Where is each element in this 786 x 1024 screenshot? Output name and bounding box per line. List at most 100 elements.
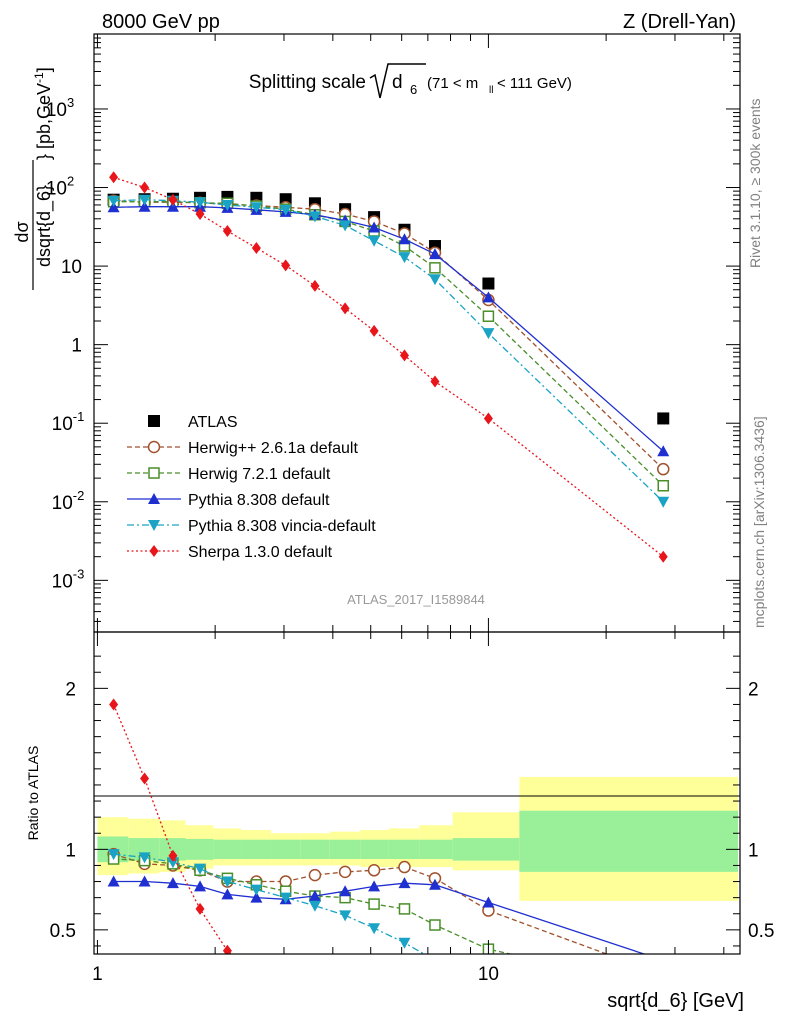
point-herwig-7-2-1-default bbox=[429, 262, 441, 274]
legend-marker-pythia-8-308-default bbox=[148, 493, 160, 504]
ratio-point-pythia-8-308-vincia-default bbox=[107, 849, 120, 861]
chart-title-ll: ll bbox=[489, 85, 493, 96]
ratio-point-pythia-8-308-vincia-default bbox=[368, 923, 381, 935]
ratio-band-inner bbox=[329, 839, 361, 860]
x-axis-label: sqrt{d_6} [GeV] bbox=[607, 990, 744, 1012]
ratio-band-inner bbox=[241, 839, 272, 860]
point-pythia-8-308-vincia-default bbox=[482, 328, 495, 340]
point-sherpa-1-3-0-default bbox=[399, 349, 409, 362]
point-sherpa-1-3-0-default bbox=[658, 550, 668, 563]
y-axis-label-unit: } [pb,GeV-1] bbox=[32, 67, 54, 160]
ratio-point-sherpa-1-3-0-default bbox=[195, 902, 205, 915]
ratio-point-herwig-7-2-1-default bbox=[398, 903, 411, 915]
y-axis-label-den: dsqrt{d_6} bbox=[34, 185, 55, 267]
ratio-point-pythia-8-308-default bbox=[166, 877, 179, 889]
ratio-frame bbox=[93, 631, 741, 955]
y-tick-label-exp: 2 bbox=[67, 174, 74, 189]
y-tick-label-base: 10 bbox=[52, 571, 73, 592]
series-line-sherpa-1-3-0-default bbox=[113, 176, 664, 558]
y-axis-label-unit-exp: -1 bbox=[32, 72, 46, 83]
legend-marker-herwig-2-6-1a-default bbox=[147, 440, 161, 454]
ratio-point-pythia-8-308-default bbox=[482, 896, 495, 908]
x-tick-label: 10 bbox=[478, 964, 499, 985]
energy-label: 8000 GeV pp bbox=[102, 11, 220, 33]
ratio-point-herwig-2-6-1a-default bbox=[398, 860, 411, 874]
main-plot-area bbox=[107, 171, 670, 563]
y-axis-label-unit-close: ] bbox=[34, 67, 54, 72]
legend-label-herwig-2-6-1a-default: Herwig++ 2.6.1a default bbox=[188, 440, 358, 457]
y-tick-label: 10-1 bbox=[52, 409, 85, 435]
ratio-point-pythia-8-308-vincia-default bbox=[221, 876, 234, 888]
point-pythia-8-308-default bbox=[107, 201, 120, 213]
legend-label-sherpa-1-3-0-default: Sherpa 1.3.0 default bbox=[188, 544, 333, 561]
ratio-point-pythia-8-308-default bbox=[308, 890, 321, 902]
ratio-point-pythia-8-308-vincia-default bbox=[194, 863, 207, 875]
ratio-point-pythia-8-308-vincia-default bbox=[339, 910, 352, 922]
ratio-point-herwig-7-2-1-default bbox=[368, 898, 380, 910]
main-frame bbox=[93, 33, 741, 633]
analysis-id-label: ATLAS_2017_I1589844 bbox=[347, 592, 485, 607]
point-pythia-8-308-vincia-default bbox=[368, 235, 381, 247]
y-axis-label-num: dσ bbox=[12, 221, 32, 242]
point-sherpa-1-3-0-default bbox=[281, 259, 291, 272]
ratio-band-inner bbox=[128, 838, 160, 861]
point-pythia-8-308-default bbox=[657, 445, 670, 457]
process-label: Z (Drell-Yan) bbox=[623, 11, 736, 33]
ratio-point-pythia-8-308-default bbox=[107, 875, 120, 887]
ratio-point-pythia-8-308-default bbox=[428, 878, 441, 890]
ratio-point-sherpa-1-3-0-default bbox=[222, 944, 232, 954]
y-tick-label-base: 10 bbox=[46, 179, 67, 200]
ratio-line-pythia-8-308-default bbox=[113, 880, 647, 954]
chart-title: Splitting scale d 6 (71 < m ll < 111 GeV… bbox=[249, 63, 572, 99]
ratio-point-pythia-8-308-vincia-default bbox=[279, 892, 292, 904]
ratio-point-pythia-8-308-default bbox=[657, 954, 669, 965]
axes bbox=[93, 33, 741, 955]
legend-marker-atlas bbox=[148, 415, 160, 427]
y-tick-label: 1 bbox=[71, 336, 82, 357]
legend-marker-herwig-7-2-1-default bbox=[148, 467, 160, 479]
point-herwig-7-2-1-default bbox=[482, 310, 495, 322]
ratio-y-axis-label: Ratio to ATLAS bbox=[25, 746, 41, 841]
y-tick-label: 103 bbox=[46, 95, 74, 121]
point-sherpa-1-3-0-default bbox=[430, 375, 440, 388]
point-atlas bbox=[482, 277, 495, 290]
point-sherpa-1-3-0-default bbox=[168, 193, 178, 206]
ratio-tick-label-right: 1 bbox=[748, 840, 759, 861]
y-tick-label: 10-2 bbox=[52, 488, 85, 514]
point-pythia-8-308-vincia-default bbox=[221, 199, 234, 211]
point-pythia-8-308-vincia-default bbox=[107, 195, 120, 207]
point-pythia-8-308-vincia-default bbox=[339, 220, 352, 232]
ratio-point-sherpa-1-3-0-default bbox=[168, 849, 178, 862]
ratio-point-pythia-8-308-default bbox=[138, 875, 151, 887]
ratio-tick-label: 1 bbox=[65, 840, 76, 861]
ratio-point-pythia-8-308-vincia-default bbox=[250, 884, 263, 896]
legend-label-atlas: ATLAS bbox=[188, 414, 238, 431]
point-sherpa-1-3-0-default bbox=[369, 324, 379, 337]
ratio-tick-label: 2 bbox=[65, 679, 76, 700]
chart-title-main: Splitting scale bbox=[249, 72, 366, 93]
y-tick-label-exp: -3 bbox=[73, 566, 85, 581]
ratio-point-herwig-2-6-1a-default bbox=[308, 868, 322, 882]
ratio-point-pythia-8-308-vincia-default bbox=[138, 852, 151, 864]
ratio-tick-label: 0.5 bbox=[50, 921, 76, 942]
point-pythia-8-308-default bbox=[368, 221, 381, 233]
y-tick-label-exp: -1 bbox=[73, 409, 85, 424]
ratio-tick-label-right: 0.5 bbox=[748, 921, 774, 942]
ratio-band-inner bbox=[360, 839, 389, 860]
ratio-point-pythia-8-308-default bbox=[368, 880, 381, 892]
point-sherpa-1-3-0-default bbox=[251, 241, 261, 254]
ratio-point-herwig-2-6-1a-default bbox=[367, 864, 381, 877]
legend-marker-sherpa-1-3-0-default bbox=[149, 545, 159, 557]
ratio-point-herwig-7-2-1-default bbox=[429, 919, 441, 931]
legend-label-pythia-8-308-vincia-default: Pythia 8.308 vincia-default bbox=[188, 518, 376, 535]
y-tick-label: 10 bbox=[61, 257, 82, 278]
y-tick-label-exp: -2 bbox=[73, 488, 85, 503]
legend-marker-pythia-8-308-vincia-default bbox=[148, 520, 160, 531]
source-label: mcplots.cern.ch [arXiv:1306.3436] bbox=[751, 416, 767, 628]
y-axis-label-unit-text: } [pb,GeV bbox=[34, 83, 54, 160]
x-tick-label: 1 bbox=[92, 964, 103, 985]
chart-title-symbol: d bbox=[392, 72, 403, 93]
point-pythia-8-308-vincia-default bbox=[308, 211, 321, 223]
ratio-point-herwig-2-6-1a-default bbox=[279, 875, 292, 888]
